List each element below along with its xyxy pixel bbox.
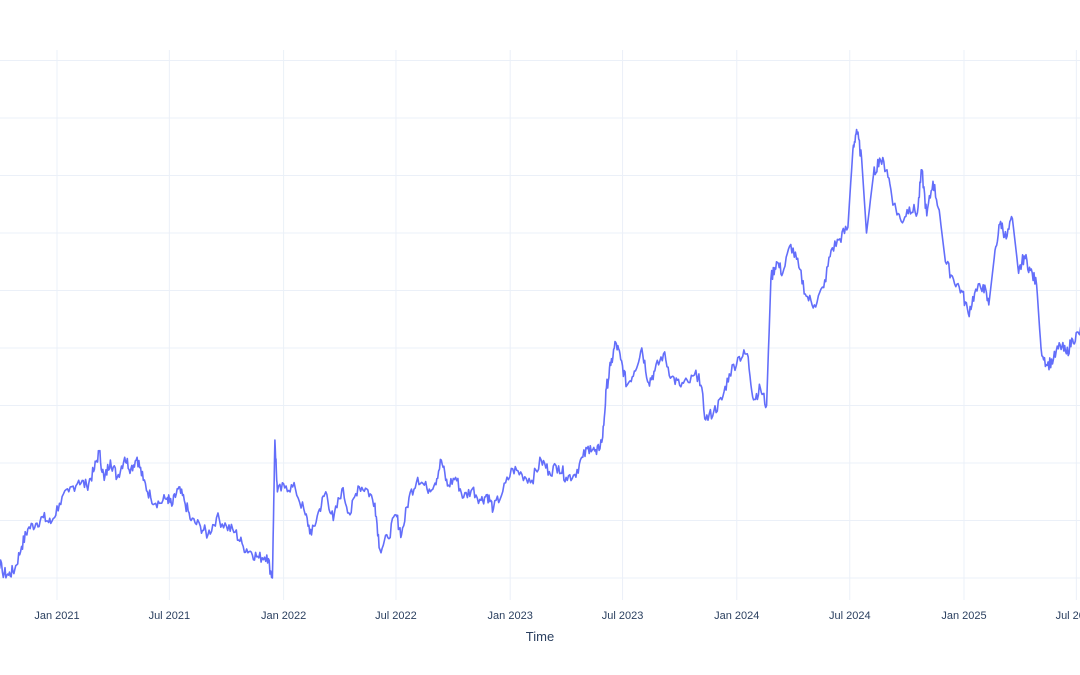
x-tick-labels: Jan 2021 Jul 2021 Jan 2022 Jul 2022 Jan 2023… xyxy=(34,610,1080,622)
x-axis-title: Time xyxy=(526,629,554,644)
x-tick-label: Jul 2025 xyxy=(1056,610,1080,622)
series-layer xyxy=(0,128,1080,579)
x-tick-label: Jul 2022 xyxy=(375,610,417,622)
x-tick-label: Jan 2025 xyxy=(941,610,986,622)
x-tick-label: Jan 2024 xyxy=(714,610,759,622)
x-tick-label: Jan 2022 xyxy=(261,610,306,622)
x-gridlines xyxy=(56,50,1077,600)
x-tick-label: Jul 2021 xyxy=(149,610,191,622)
series-line xyxy=(0,128,1080,579)
y-gridlines xyxy=(0,60,1080,579)
x-tick-label: Jan 2021 xyxy=(34,610,79,622)
x-tick-label: Jul 2024 xyxy=(829,610,871,622)
x-tick-label: Jul 2023 xyxy=(602,610,644,622)
x-tick-label: Jan 2023 xyxy=(488,610,533,622)
